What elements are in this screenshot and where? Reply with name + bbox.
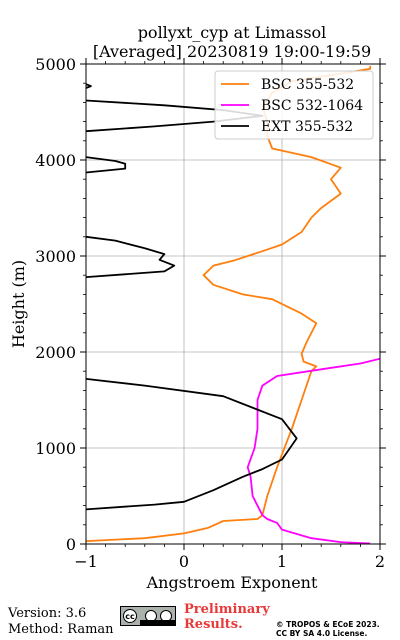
method-text: Method: Raman: [8, 622, 114, 637]
version-text: Version: 3.6: [8, 606, 87, 621]
x-tick-label: −1: [74, 552, 98, 571]
legend-label: EXT 355-532: [261, 119, 353, 135]
license-text: © TROPOS & ECoE 2023. CC BY SA 4.0 Licen…: [276, 620, 398, 638]
series-line-4: [86, 235, 176, 278]
axes-frame: [85, 63, 381, 545]
chart-title: pollyxt_cyp at Limassol: [138, 23, 327, 42]
chart-subtitle: [Averaged] 20230819 19:00-19:59: [93, 42, 371, 61]
series-line-7: [86, 83, 92, 89]
x-axis-label: Angstroem Exponent: [146, 573, 318, 592]
license-line-2: CC BY SA 4.0 License.: [276, 629, 368, 638]
preliminary-results-note: Preliminary Results.: [184, 602, 276, 632]
series-line-3: [86, 378, 298, 511]
legend-label: BSC 355-532: [261, 77, 354, 93]
legend-box: [214, 70, 374, 140]
y-tick-label: 2000: [35, 343, 76, 362]
x-tick-label: 1: [277, 552, 287, 571]
series-line-2: [246, 357, 380, 544]
y-tick-label: 4000: [35, 151, 76, 170]
cc-license-badge: cc: [120, 606, 176, 626]
y-axis-label: Height (m): [9, 260, 28, 348]
y-tick-label: 5000: [35, 55, 76, 74]
y-tick-label: 1000: [35, 439, 76, 458]
series-line-5: [86, 156, 127, 174]
preliminary-line-2: Results.: [184, 617, 243, 632]
badge-bar: [140, 620, 175, 625]
x-tick-label: 0: [179, 552, 189, 571]
legend-label: BSC 532-1064: [261, 98, 363, 114]
cc-icon: cc: [123, 609, 137, 623]
preliminary-line-1: Preliminary: [184, 602, 270, 617]
x-tick-label: 2: [375, 552, 385, 571]
axis-ticks: [80, 58, 386, 550]
chart-legend: BSC 355-532 BSC 532-1064 EXT 355-532: [214, 70, 374, 140]
license-line-1: © TROPOS & ECoE 2023.: [276, 620, 380, 629]
y-tick-label: 3000: [35, 247, 76, 266]
y-tick-label: 0: [66, 535, 76, 554]
